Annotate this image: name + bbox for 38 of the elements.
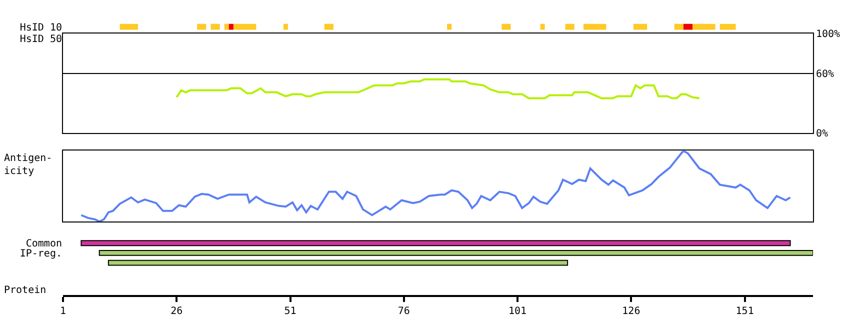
y-tick-label: 100% xyxy=(816,29,840,40)
bar xyxy=(228,24,234,30)
line-series xyxy=(176,78,700,100)
bar xyxy=(683,24,693,30)
y-tick-label: Common xyxy=(26,238,62,250)
bar xyxy=(720,24,736,30)
x-tick-label: 1 xyxy=(60,306,66,318)
bar xyxy=(633,24,648,30)
y-tick-label: IP-reg. xyxy=(20,248,62,260)
bar xyxy=(108,260,568,266)
x-tick-label: 76 xyxy=(398,306,410,318)
x-tick-label: 151 xyxy=(736,306,754,318)
bar xyxy=(98,250,813,256)
x-tick-label: 126 xyxy=(622,306,640,318)
y-tick-label: 60% xyxy=(816,68,834,80)
y-tick-label: 0% xyxy=(816,128,828,140)
bar xyxy=(233,24,256,30)
y-tick-label: HsID 50 xyxy=(20,34,62,46)
bar xyxy=(540,24,545,30)
bar xyxy=(447,24,452,30)
bar xyxy=(120,24,138,30)
bar xyxy=(502,24,511,30)
bar xyxy=(283,24,288,30)
bar xyxy=(224,24,229,30)
y-tick-label: HsID 10 xyxy=(20,22,62,34)
x-tick-label: 101 xyxy=(508,306,527,318)
bar xyxy=(210,24,220,30)
bar xyxy=(674,24,684,30)
bar xyxy=(583,24,606,30)
x-tick-label: 51 xyxy=(284,306,296,318)
y-axis-title: Antigen- icity xyxy=(4,153,52,177)
bar xyxy=(324,24,334,30)
bar xyxy=(80,240,791,246)
bar xyxy=(197,24,206,30)
bar xyxy=(692,24,716,30)
bar xyxy=(565,24,574,30)
x-tick-label: 26 xyxy=(170,306,183,318)
x-axis-title: Protein xyxy=(4,285,46,296)
